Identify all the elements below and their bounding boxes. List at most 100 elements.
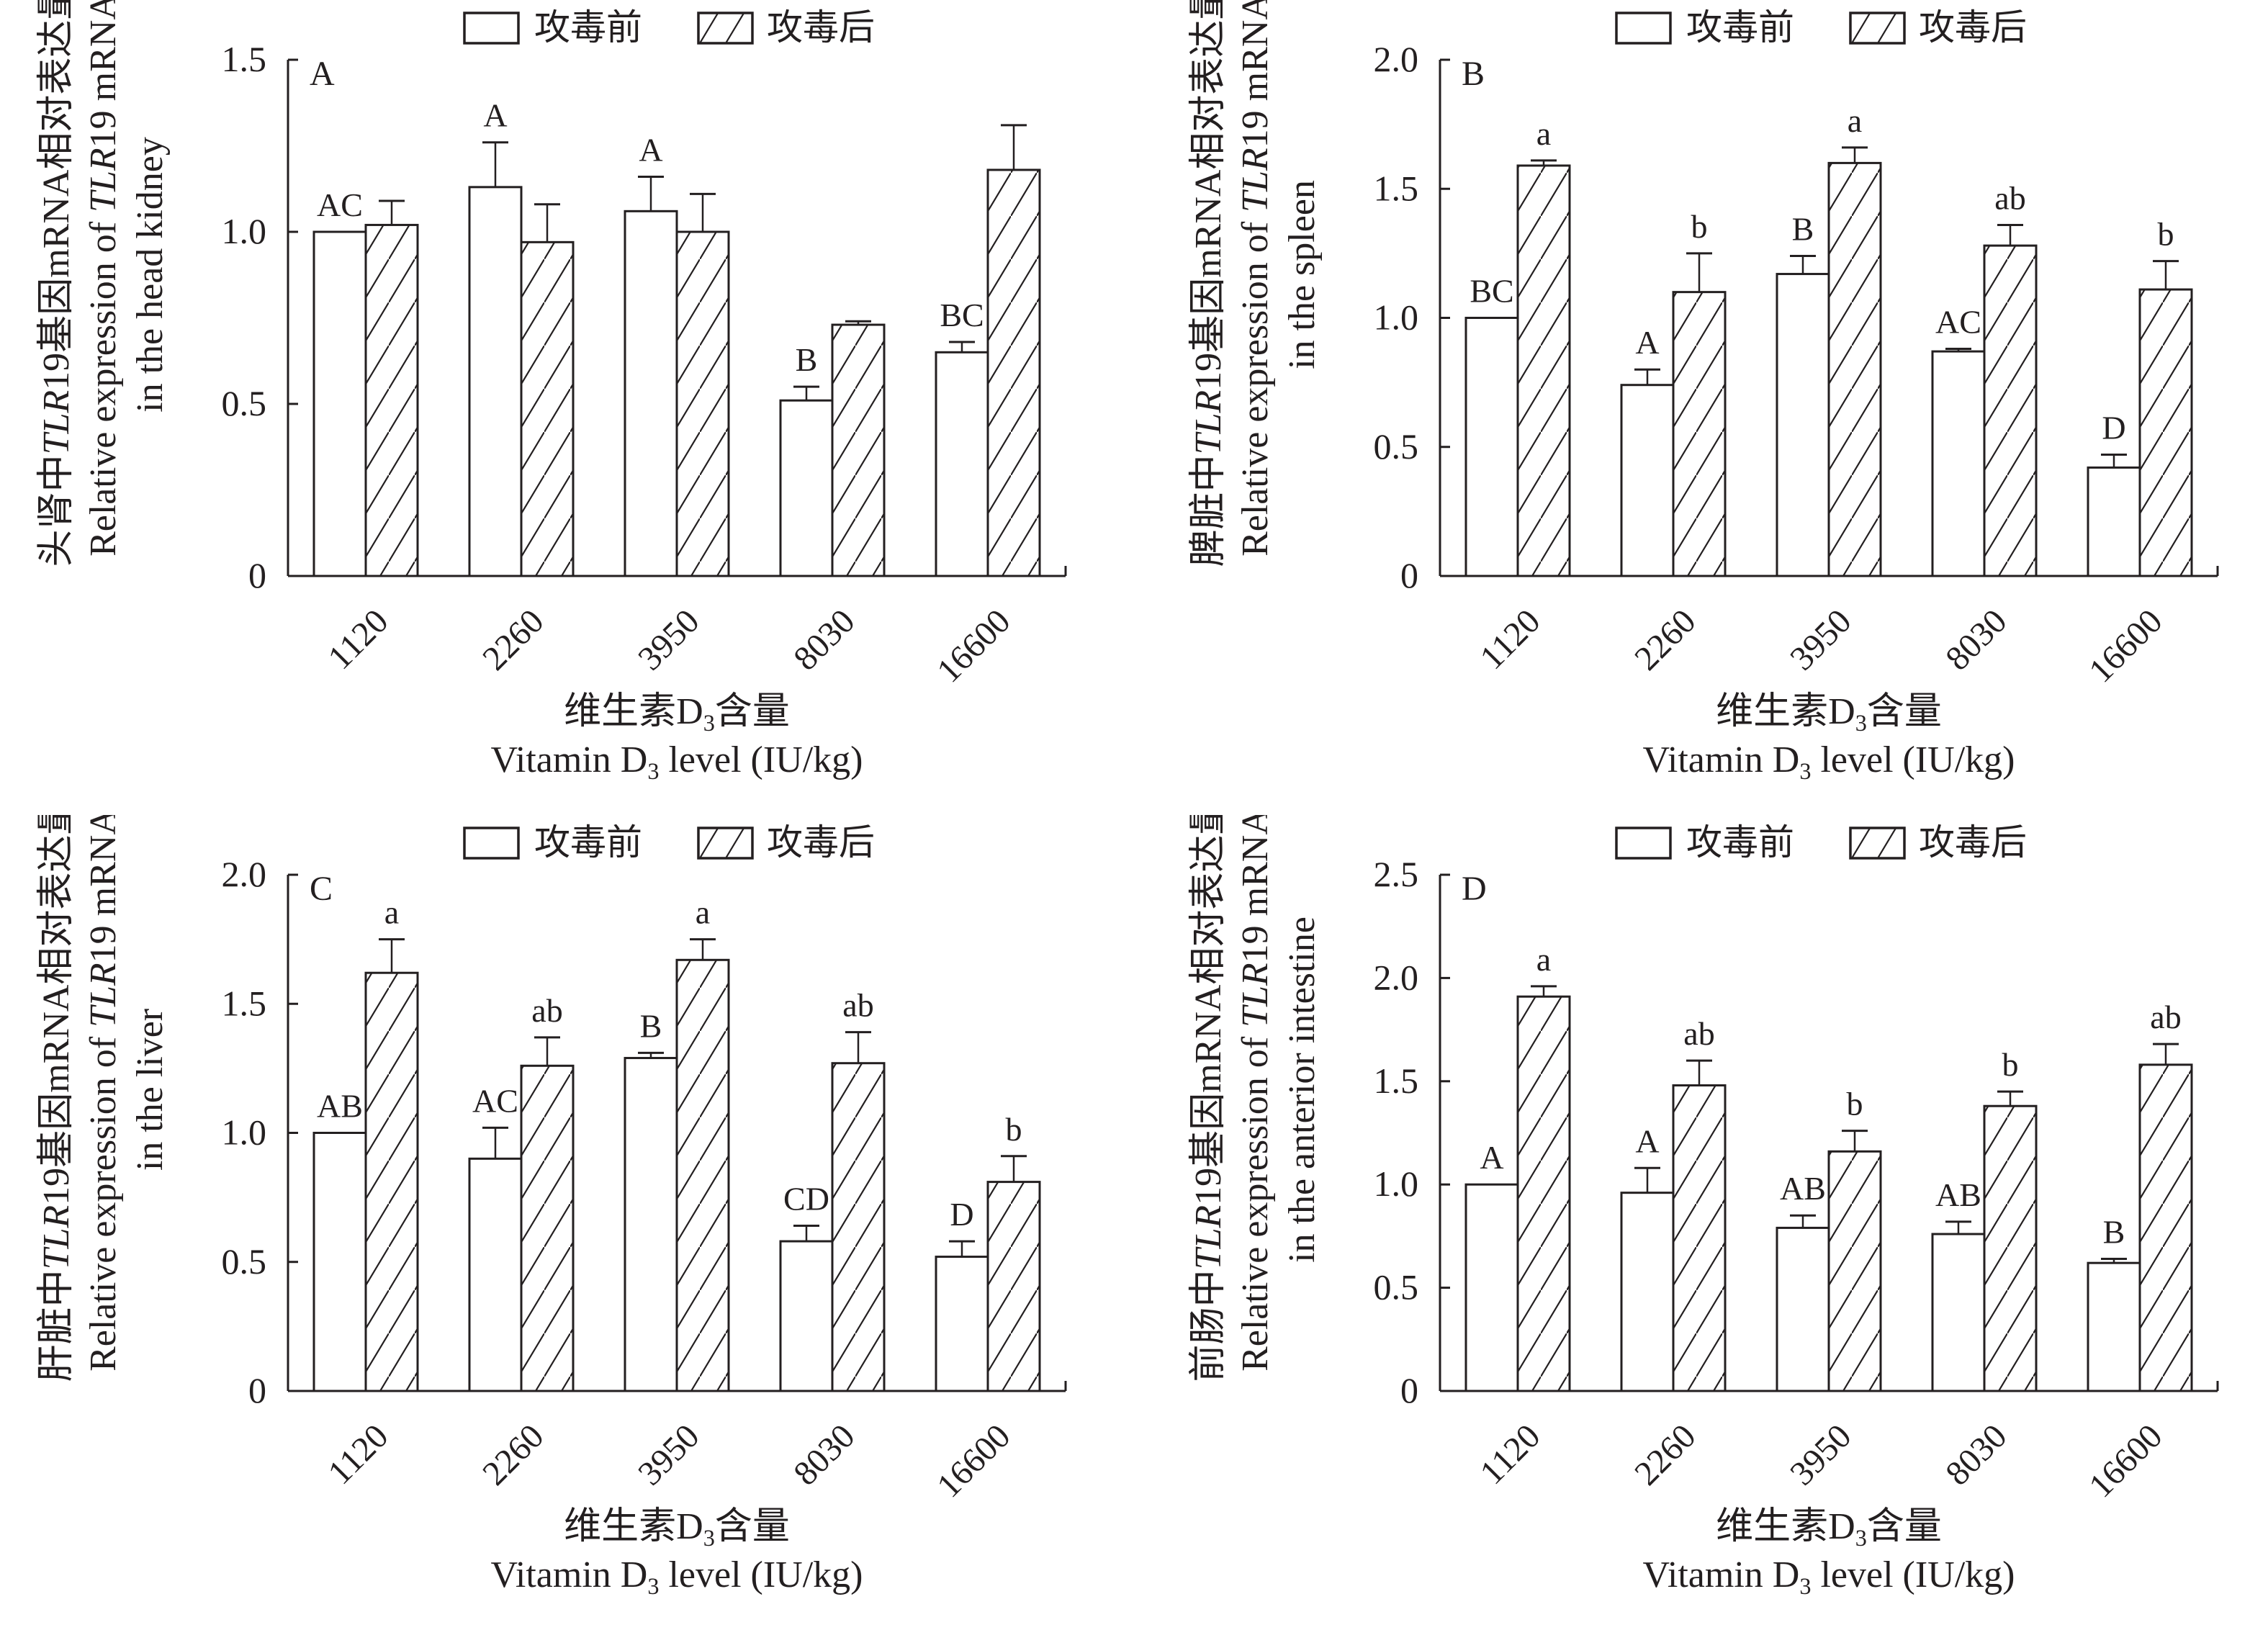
y-tick-label: 0 bbox=[1400, 555, 1418, 595]
y-axis-label-cn: 前肠中TLR19基因mRNA相对表达量 bbox=[1188, 815, 1229, 1382]
bar-before-16600 bbox=[2087, 1261, 2141, 1392]
legend-swatch-after bbox=[1849, 12, 1906, 45]
bar-after-3950 bbox=[1827, 161, 1882, 577]
significance-letter: A bbox=[483, 97, 507, 134]
y-axis-label-en-2: in the head kidney bbox=[130, 137, 171, 413]
x-tick-label: 8030 bbox=[1938, 602, 2014, 677]
chart-head-kidney: 攻毒前 攻毒后 0 0.5 1.0 1.5 A AC 1120 A 2260 A 3950 B 8030 BC… bbox=[36, 0, 1067, 784]
x-tick-label: 8030 bbox=[1938, 1417, 2014, 1492]
y-tick-label: 0.5 bbox=[1374, 1267, 1419, 1307]
x-tick-label: 3950 bbox=[1783, 602, 1858, 677]
significance-letter: AC bbox=[472, 1082, 518, 1119]
bar-after-16600 bbox=[986, 168, 1041, 577]
panel-a-head-kidney: 攻毒前 攻毒后 0 0.5 1.0 1.5 A AC 1120 A 2260 A 3950 B 8030 BC… bbox=[0, 0, 1134, 815]
bar-after-1120 bbox=[364, 223, 419, 577]
significance-letter: BC bbox=[940, 297, 984, 333]
x-tick-label: 3950 bbox=[631, 1417, 706, 1492]
legend-swatch-after bbox=[1849, 827, 1906, 860]
y-axis-label-en-2: in the anterior intestine bbox=[1282, 917, 1323, 1263]
bar-before-1120 bbox=[1464, 1183, 1519, 1392]
bar-before-2260 bbox=[1620, 1192, 1675, 1392]
y-axis-label-cn: 肝脏中TLR19基因mRNA相对表达量 bbox=[36, 815, 77, 1382]
bar-after-3950 bbox=[1827, 1150, 1882, 1392]
y-tick-label: 2.0 bbox=[222, 854, 267, 894]
significance-letter: b bbox=[1006, 1111, 1022, 1148]
significance-letter: b bbox=[2158, 216, 2174, 253]
bar-after-16600 bbox=[2138, 1063, 2193, 1392]
bar-after-2260 bbox=[1672, 291, 1727, 577]
x-tick-label: 8030 bbox=[786, 602, 862, 677]
y-tick-label: 1.0 bbox=[1374, 1163, 1419, 1204]
bar-before-8030 bbox=[779, 1240, 834, 1392]
bar-before-3950 bbox=[1776, 1226, 1830, 1392]
significance-letter: b bbox=[2002, 1046, 2019, 1083]
bar-after-8030 bbox=[831, 1062, 886, 1392]
x-tick-label: 2260 bbox=[1627, 1417, 1703, 1492]
significance-letter: AB bbox=[1935, 1176, 1981, 1213]
x-axis-label-en: Vitamin D3​ level (IU/kg) bbox=[490, 1554, 863, 1599]
bar-before-16600 bbox=[935, 351, 989, 577]
y-axis-label-en: Relative expression of TLR19 mRNA bbox=[1235, 0, 1276, 557]
legend-swatch-after bbox=[697, 827, 754, 860]
y-tick-label: 0 bbox=[248, 1370, 266, 1410]
bar-before-2260 bbox=[1620, 384, 1675, 577]
y-tick-label: 2.5 bbox=[1374, 854, 1419, 894]
significance-letter: a bbox=[1848, 102, 1862, 139]
bar-after-3950 bbox=[675, 230, 730, 577]
y-axis-label-en: Relative expression of TLR19 mRNA bbox=[83, 0, 124, 557]
bar-before-2260 bbox=[468, 186, 523, 577]
x-tick-label: 8030 bbox=[786, 1417, 862, 1492]
x-axis-label-cn: 维生素D3​含量 bbox=[1716, 1506, 1942, 1551]
bar-before-1120 bbox=[312, 1132, 367, 1392]
legend-swatch-before bbox=[463, 827, 520, 860]
legend-label-before: 攻毒前 bbox=[1686, 822, 1794, 863]
significance-letter: B bbox=[2103, 1213, 2125, 1250]
bar-after-16600 bbox=[2138, 288, 2193, 577]
bar-before-2260 bbox=[468, 1157, 523, 1392]
bar-after-8030 bbox=[831, 323, 886, 577]
significance-letter: BC bbox=[1470, 273, 1513, 310]
x-tick-label: 1120 bbox=[320, 1417, 395, 1492]
significance-letter: b bbox=[1847, 1086, 1863, 1122]
legend-label-before: 攻毒前 bbox=[534, 822, 642, 863]
y-tick-label: 1.0 bbox=[222, 1112, 267, 1153]
y-tick-label: 1.5 bbox=[1374, 168, 1419, 208]
bar-after-1120 bbox=[364, 971, 419, 1392]
legend-label-after: 攻毒后 bbox=[767, 7, 875, 48]
x-tick-label: 2260 bbox=[475, 602, 551, 677]
x-tick-label: 3950 bbox=[631, 602, 706, 677]
x-axis-label-cn: 维生素D3​含量 bbox=[564, 691, 790, 736]
x-tick-label: 1120 bbox=[320, 602, 395, 677]
legend-swatch-before bbox=[1615, 827, 1672, 860]
legend-label-after: 攻毒后 bbox=[767, 822, 875, 863]
significance-letter: AB bbox=[317, 1088, 363, 1125]
panel-label: C bbox=[310, 870, 333, 908]
bar-before-16600 bbox=[935, 1256, 989, 1392]
x-axis-label-en: Vitamin D3​ level (IU/kg) bbox=[1642, 739, 2015, 784]
significance-letter: a bbox=[696, 894, 710, 931]
legend-label-after: 攻毒后 bbox=[1919, 822, 2027, 863]
bar-before-16600 bbox=[2087, 466, 2141, 577]
significance-letter: ab bbox=[1683, 1015, 1714, 1052]
x-tick-label: 16600 bbox=[2082, 1417, 2169, 1505]
bar-before-3950 bbox=[624, 1057, 678, 1392]
y-tick-label: 0 bbox=[248, 555, 266, 595]
significance-letter: ab bbox=[2150, 999, 2181, 1035]
significance-letter: B bbox=[640, 1007, 662, 1044]
bar-after-16600 bbox=[986, 1181, 1041, 1392]
x-tick-label: 16600 bbox=[930, 602, 1017, 690]
bar-after-1120 bbox=[1516, 164, 1571, 577]
x-axis-label-cn: 维生素D3​含量 bbox=[1716, 691, 1942, 736]
bar-before-3950 bbox=[624, 210, 678, 577]
significance-letter: b bbox=[1691, 208, 1708, 245]
legend-label-before: 攻毒前 bbox=[1686, 7, 1794, 48]
bar-before-3950 bbox=[1776, 273, 1830, 577]
y-tick-label: 1.0 bbox=[1374, 297, 1419, 338]
x-tick-label: 16600 bbox=[2082, 602, 2169, 690]
significance-letter: ab bbox=[1994, 179, 2025, 216]
bar-after-1120 bbox=[1516, 995, 1571, 1392]
chart-spleen: 攻毒前 攻毒后 0 0.5 1.0 1.5 2.0 B BC a 1120 Ab 2260 Ba 3950 A… bbox=[1188, 0, 2219, 784]
